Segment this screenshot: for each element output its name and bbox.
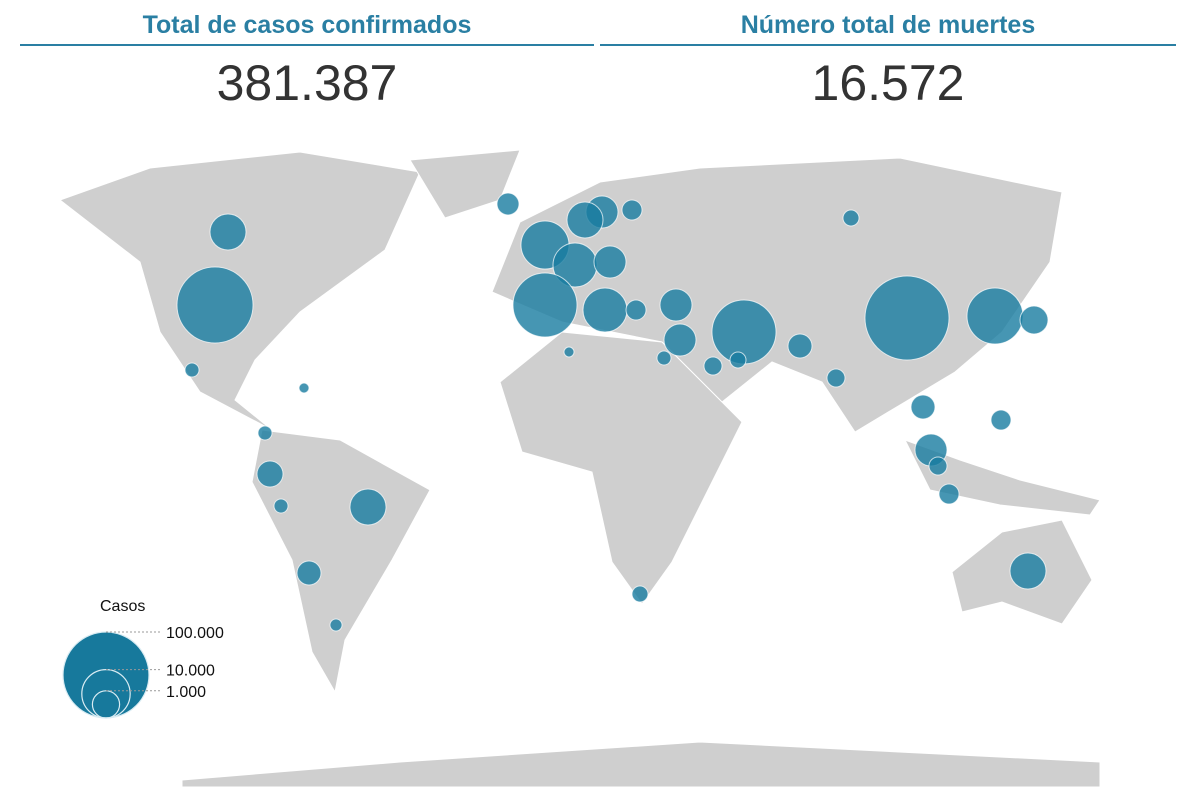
bubble [582,287,628,333]
cases-title: Total de casos confirmados [143,11,472,39]
africa [499,331,743,605]
bubble [938,483,960,505]
bubble [621,199,643,221]
bubble [184,362,200,378]
bubble [659,288,693,322]
legend-label: 100.000 [166,625,224,642]
deaths-title: Número total de muertes [741,11,1036,39]
bubble [1009,552,1047,590]
bubble [663,323,697,357]
bubble [349,488,387,526]
bubble [563,346,575,358]
bubble [729,351,747,369]
bubble [257,425,273,441]
bubble [864,275,950,361]
bubble [826,368,846,388]
legend-label: 1.000 [166,684,206,701]
bubble [256,460,284,488]
bubble [928,456,948,476]
bubble [273,498,289,514]
bubble [842,209,860,227]
bubble [512,272,578,338]
antarctica [181,741,1101,787]
cases-total: 381.387 [217,55,398,111]
bubble [496,192,520,216]
bubble [1019,305,1049,335]
bubble [566,201,604,239]
deaths-total: 16.572 [812,55,965,111]
south-america [251,429,431,694]
bubble [329,618,343,632]
bubble [966,287,1024,345]
bubble [176,266,254,344]
bubble [990,409,1012,431]
legend: 100.000 10.000 1.000 [62,625,224,719]
bubble [656,350,672,366]
legend-label: 10.000 [166,663,215,680]
bubble [631,585,649,603]
bubble [910,394,936,420]
bubble [296,560,322,586]
legend-title: Casos [100,598,145,615]
bubble [787,333,813,359]
bubble [703,356,723,376]
bubble [298,382,310,394]
legend-circle [62,631,150,719]
bubble [625,299,647,321]
case-bubbles [176,192,1049,632]
bubble [209,213,247,251]
bubble [593,245,627,279]
